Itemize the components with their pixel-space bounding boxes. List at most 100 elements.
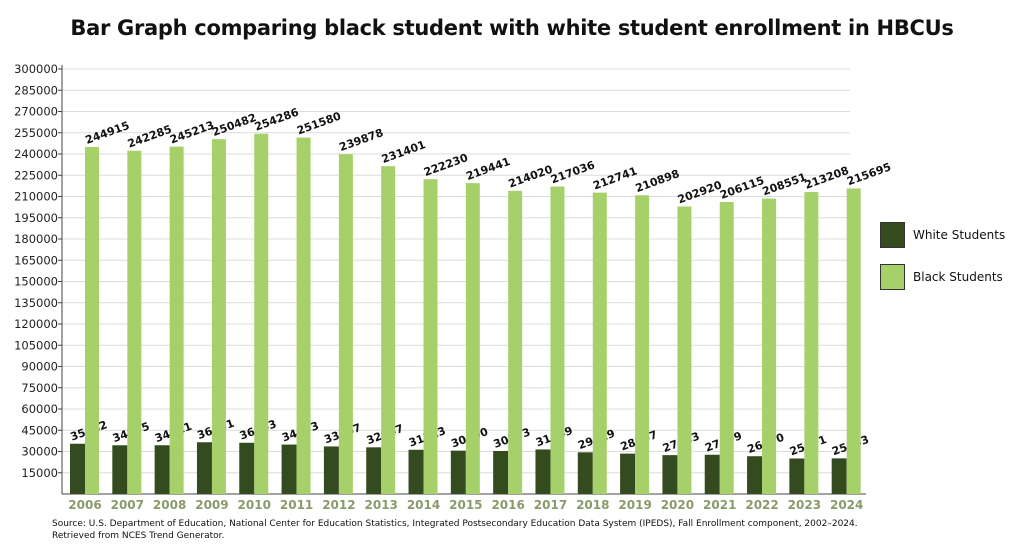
y-tick-label: 45000 xyxy=(21,423,58,437)
data-label: 206115 xyxy=(718,174,766,202)
bar-black-2015 xyxy=(465,183,480,494)
x-tick-label: 2017 xyxy=(534,498,567,512)
y-tick-label: 285000 xyxy=(14,83,58,97)
chart-title: Bar Graph comparing black student with w… xyxy=(70,16,954,40)
bar-black-2023 xyxy=(804,191,819,495)
bar-black-2011 xyxy=(296,137,311,494)
x-tick-label: 2012 xyxy=(322,498,355,512)
y-tick-label: 270000 xyxy=(14,105,58,119)
y-tick-label: 165000 xyxy=(14,253,58,267)
data-label: 214020 xyxy=(507,163,555,191)
y-tick-label: 300000 xyxy=(14,62,58,76)
bar-black-2010 xyxy=(254,133,269,494)
bar-white-2019 xyxy=(620,453,636,494)
x-tick-label: 2022 xyxy=(745,498,778,512)
bar-black-2022 xyxy=(762,198,777,495)
x-tick-label: 2018 xyxy=(576,498,609,512)
bar-white-2012 xyxy=(323,446,339,494)
bar-white-2024 xyxy=(831,458,847,494)
bar-white-2018 xyxy=(577,452,593,494)
bar-white-2013 xyxy=(366,447,382,494)
data-label: 208551 xyxy=(761,170,809,198)
bar-white-2009 xyxy=(196,442,212,494)
data-label: 217036 xyxy=(549,158,597,186)
bar-black-2019 xyxy=(635,195,650,494)
x-tick-label: 2009 xyxy=(195,498,228,512)
y-tick-label: 120000 xyxy=(14,317,58,331)
x-tick-label: 2008 xyxy=(153,498,186,512)
data-label: 231401 xyxy=(380,138,428,166)
source-note: Source: U.S. Department of Education, Na… xyxy=(52,518,858,542)
x-tick-label: 2024 xyxy=(830,498,863,512)
bar-black-2012 xyxy=(338,154,353,494)
y-tick-label: 135000 xyxy=(14,296,58,310)
bar-black-2020 xyxy=(677,206,692,494)
x-tick-label: 2023 xyxy=(788,498,821,512)
data-label: 254286 xyxy=(253,106,301,134)
bar-white-2011 xyxy=(281,444,297,494)
legend-item-black: Black Students xyxy=(880,264,1003,290)
bar-black-2016 xyxy=(508,190,523,494)
bar-white-2010 xyxy=(239,442,255,494)
source-line-2: Retrieved from NCES Trend Generator. xyxy=(52,531,225,541)
bar-white-2006 xyxy=(70,443,85,494)
x-tick-label: 2010 xyxy=(238,498,271,512)
bar-white-2016 xyxy=(493,450,509,494)
y-tick-label: 210000 xyxy=(14,190,58,204)
y-tick-label: 105000 xyxy=(14,338,58,352)
bar-black-2021 xyxy=(719,202,734,494)
bar-black-2024 xyxy=(846,188,861,495)
data-label: 242285 xyxy=(126,123,174,151)
data-label: 213208 xyxy=(803,164,851,192)
legend-swatch-black xyxy=(880,264,905,290)
bar-black-2008 xyxy=(169,146,184,494)
bar-white-2022 xyxy=(747,456,763,494)
data-label: 250482 xyxy=(211,111,259,139)
data-label: 210898 xyxy=(634,167,682,195)
legend-swatch-white xyxy=(880,222,905,248)
legend-label-white: White Students xyxy=(913,228,1006,242)
y-tick-label: 225000 xyxy=(14,168,58,182)
data-label: 245213 xyxy=(168,119,216,147)
y-tick-label: 195000 xyxy=(14,211,58,225)
bar-black-2017 xyxy=(550,186,565,494)
data-label: 219441 xyxy=(464,155,512,183)
x-tick-label: 2006 xyxy=(68,498,101,512)
bar-white-2015 xyxy=(450,450,466,494)
bar-white-2014 xyxy=(408,449,424,494)
bar-black-2013 xyxy=(381,166,396,494)
bar-black-2007 xyxy=(127,150,142,494)
data-label: 239878 xyxy=(337,126,385,154)
bar-white-2023 xyxy=(789,458,805,494)
legend-label-black: Black Students xyxy=(913,270,1003,284)
bar-black-2009 xyxy=(211,139,226,494)
x-tick-label: 2021 xyxy=(703,498,736,512)
y-tick-label: 240000 xyxy=(14,147,58,161)
data-label: 202920 xyxy=(676,178,724,206)
source-line-1: Source: U.S. Department of Education, Na… xyxy=(52,519,858,529)
x-tick-label: 2013 xyxy=(365,498,398,512)
bar-white-2008 xyxy=(154,445,170,494)
y-tick-label: 60000 xyxy=(21,402,58,416)
y-tick-label: 90000 xyxy=(21,360,58,374)
bar-black-2006 xyxy=(85,147,99,494)
bar-white-2017 xyxy=(535,449,551,494)
x-tick-label: 2014 xyxy=(407,498,440,512)
y-tick-label: 255000 xyxy=(14,126,58,140)
y-tick-label: 15000 xyxy=(21,466,58,480)
x-tick-label: 2015 xyxy=(449,498,482,512)
bar-black-2018 xyxy=(592,192,607,494)
y-tick-label: 180000 xyxy=(14,232,58,246)
bar-black-2014 xyxy=(423,179,438,494)
data-label: 212741 xyxy=(591,165,639,193)
x-tick-label: 2019 xyxy=(618,498,651,512)
data-label: 215695 xyxy=(845,160,893,188)
x-tick-label: 2016 xyxy=(491,498,524,512)
y-tick-label: 75000 xyxy=(21,381,58,395)
x-tick-label: 2007 xyxy=(111,498,144,512)
bar-white-2020 xyxy=(662,455,678,494)
x-tick-label: 2011 xyxy=(280,498,313,512)
bar-white-2021 xyxy=(704,454,720,494)
x-tick-label: 2020 xyxy=(661,498,694,512)
